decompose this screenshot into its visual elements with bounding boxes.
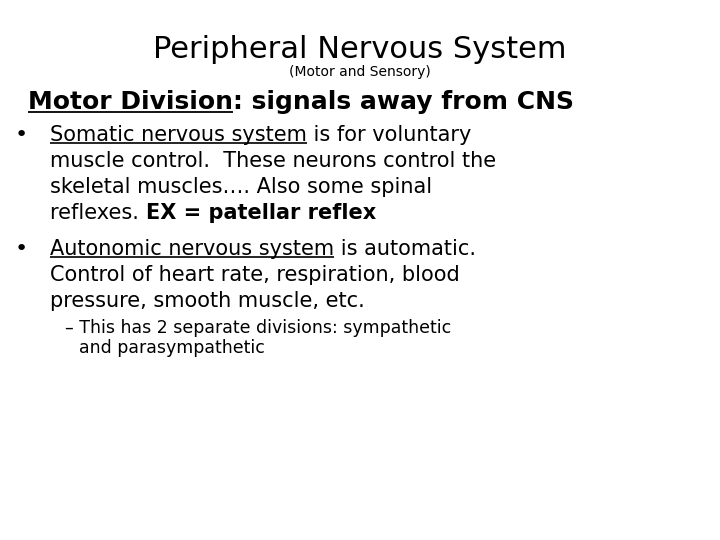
Text: Peripheral Nervous System: Peripheral Nervous System [153,35,567,64]
Text: •: • [15,239,28,259]
Text: EX = patellar reflex: EX = patellar reflex [145,203,376,223]
Text: Somatic nervous system is for voluntary: Somatic nervous system is for voluntary [50,125,472,145]
Text: and parasympathetic: and parasympathetic [79,339,265,357]
Text: pressure, smooth muscle, etc.: pressure, smooth muscle, etc. [50,291,365,311]
Text: – This has 2 separate divisions: sympathetic: – This has 2 separate divisions: sympath… [65,319,451,337]
Text: Autonomic nervous system is automatic.: Autonomic nervous system is automatic. [50,239,476,259]
Text: skeletal muscles…. Also some spinal: skeletal muscles…. Also some spinal [50,177,432,197]
Text: (Motor and Sensory): (Motor and Sensory) [289,65,431,79]
Text: reflexes.: reflexes. [50,203,145,223]
Text: •: • [15,125,28,145]
Text: muscle control.  These neurons control the: muscle control. These neurons control th… [50,151,496,171]
Text: Control of heart rate, respiration, blood: Control of heart rate, respiration, bloo… [50,265,460,285]
Text: Motor Division: signals away from CNS: Motor Division: signals away from CNS [28,90,574,114]
